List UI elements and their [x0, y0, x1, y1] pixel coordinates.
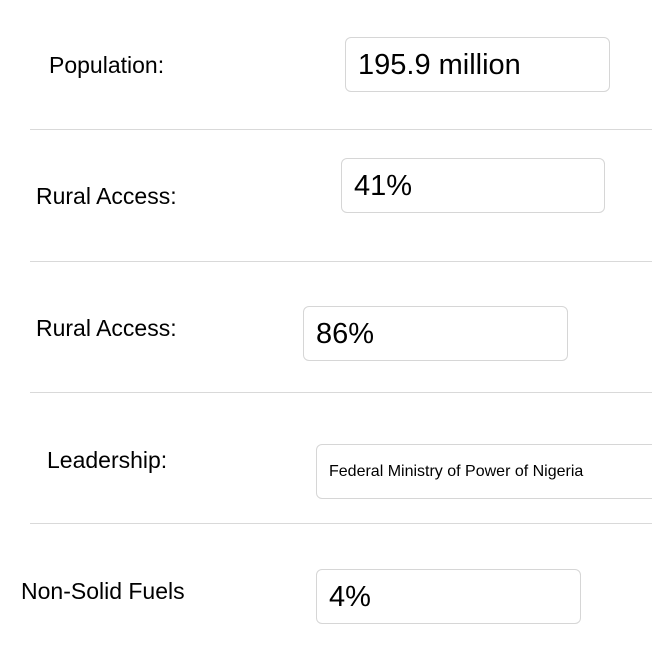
population-field[interactable]: 195.9 million [345, 37, 610, 92]
divider [30, 392, 652, 393]
population-value: 195.9 million [358, 48, 521, 81]
rural-access-label-2: Rural Access: [36, 315, 177, 341]
rural-access-label: Rural Access: [36, 183, 177, 209]
rural-access-field-2[interactable]: 86% [303, 306, 568, 361]
population-label: Population: [49, 52, 165, 78]
leadership-value: Federal Ministry of Power of Nigeria [329, 462, 584, 480]
leadership-field[interactable]: Federal Ministry of Power of Nigeria [316, 444, 652, 499]
divider [30, 129, 652, 130]
leadership-label: Leadership: [47, 447, 168, 473]
divider [30, 261, 652, 262]
rural-access-field[interactable]: 41% [341, 158, 605, 213]
non-solid-fuels-label: Non-Solid Fuels [21, 578, 185, 604]
rural-access-value-2: 86% [316, 317, 375, 350]
divider [30, 523, 652, 524]
non-solid-fuels-field[interactable]: 4% [316, 569, 581, 624]
non-solid-fuels-value: 4% [329, 580, 371, 613]
rural-access-value: 41% [354, 169, 413, 202]
